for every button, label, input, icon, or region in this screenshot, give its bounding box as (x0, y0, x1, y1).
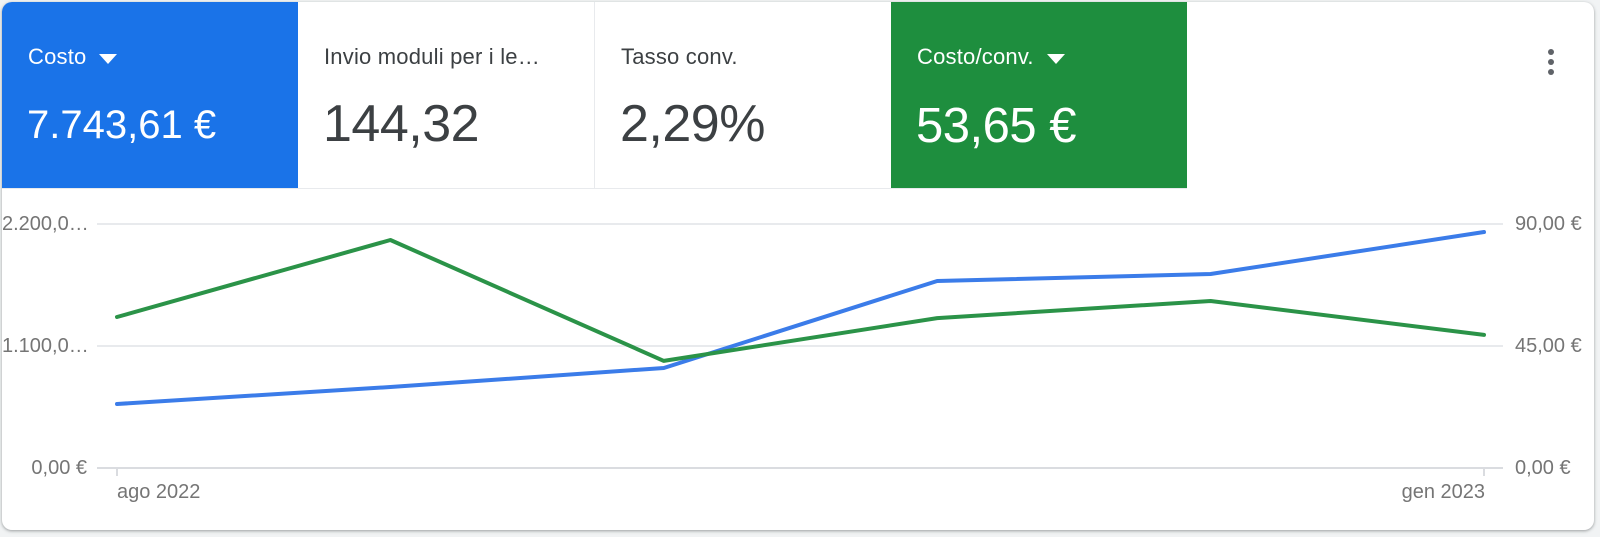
scorecard-value: 53,65 € (916, 99, 1077, 153)
metric-selector-button[interactable]: Tasso conv. (621, 44, 738, 70)
dropdown-arrow-icon (1046, 54, 1065, 64)
series-line-costo (115, 230, 1486, 406)
scorecard-label: Invio moduli per i le… (324, 44, 540, 69)
scorecard-costo[interactable]: Costo 7.743,61 € (2, 2, 298, 188)
more-vertical-icon (1548, 45, 1554, 79)
scorecard-label: Costo (28, 44, 87, 69)
left-axis-tick-label: 0,00 € (31, 457, 87, 479)
scorecard-row: Costo 7.743,61 € Invio moduli per i le… … (2, 2, 1187, 189)
metric-selector-button[interactable]: Invio moduli per i le… (324, 44, 540, 70)
scorecard-costo-conv[interactable]: Costo/conv. 53,65 € (891, 2, 1187, 188)
left-axis-tick-label: 1.100,0… (2, 335, 89, 357)
scorecard-label: Costo/conv. (917, 44, 1034, 69)
scorecard-tasso-conv[interactable]: Tasso conv. 2,29% (594, 2, 891, 188)
x-axis-tick-label: ago 2022 (117, 481, 201, 503)
dropdown-arrow-icon (99, 54, 118, 64)
right-axis-tick-label: 90,00 € (1515, 213, 1582, 235)
metric-selector-button[interactable]: Costo/conv. (917, 44, 1065, 70)
series-line-costo-conv- (115, 238, 1486, 363)
right-axis-tick-label: 45,00 € (1515, 335, 1582, 357)
scorecard-value: 2,29% (620, 95, 765, 153)
summary-card: Costo 7.743,61 € Invio moduli per i le… … (2, 2, 1594, 530)
metric-selector-button[interactable]: Costo (28, 44, 118, 70)
overflow-menu-button[interactable] (1529, 40, 1573, 84)
scorecard-label: Tasso conv. (621, 44, 738, 69)
scorecard-value: 7.743,61 € (27, 103, 217, 147)
left-axis-tick-label: 2.200,0… (2, 213, 89, 235)
scorecard-value: 144,32 (323, 95, 480, 153)
right-axis-tick-label: 0,00 € (1515, 457, 1571, 479)
scorecard-invio-moduli[interactable]: Invio moduli per i le… 144,32 (298, 2, 594, 188)
x-axis-tick-label: gen 2023 (1401, 481, 1485, 503)
